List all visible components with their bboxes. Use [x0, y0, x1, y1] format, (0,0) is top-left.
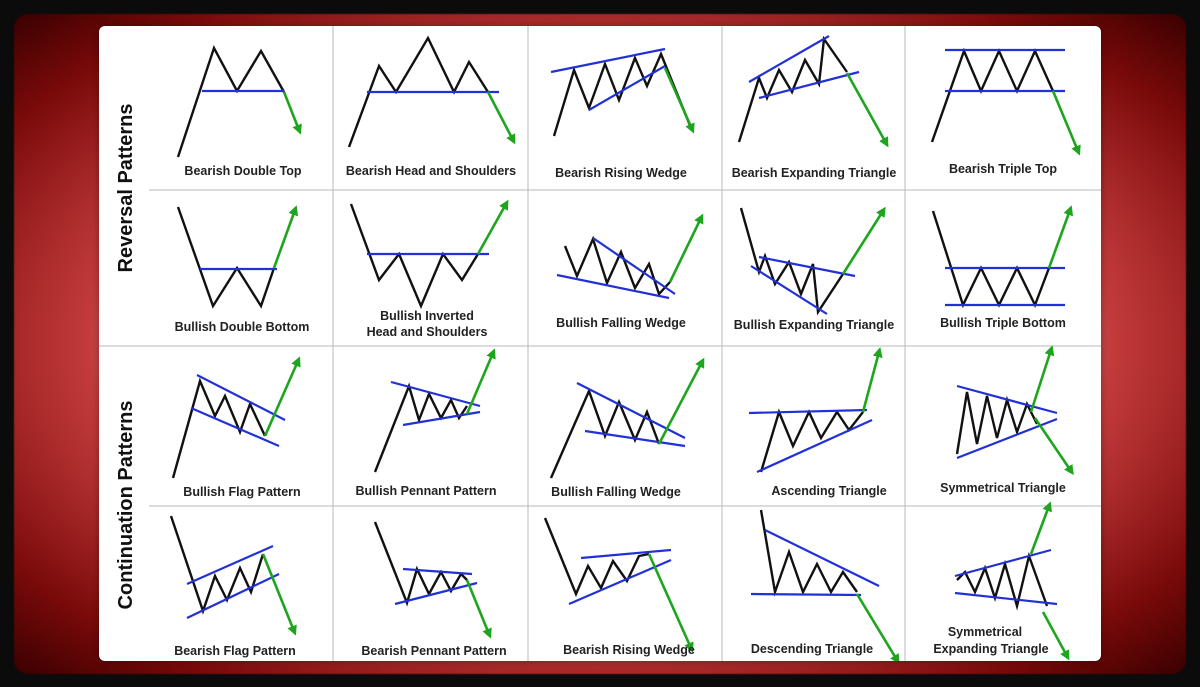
- pattern-caption-line2: Head and Shoulders: [367, 325, 488, 339]
- pattern-caption: Bearish Flag Pattern: [174, 644, 296, 658]
- pattern-caption: Bearish Expanding Triangle: [732, 166, 897, 180]
- pattern-caption: Bullish Pennant Pattern: [356, 484, 497, 498]
- pattern-caption: Bearish Head and Shoulders: [346, 164, 516, 178]
- chart-patterns-card: [99, 26, 1101, 661]
- pattern-ascending-triangle: Ascending Triangle: [748, 347, 887, 498]
- pattern-caption: Bearish Rising Wedge: [555, 166, 687, 180]
- pattern-bullish-flag: Bullish Flag Pattern: [171, 356, 301, 499]
- pattern-bullish-falling-wedge: Bullish Falling Wedge: [556, 213, 704, 330]
- grid: [99, 26, 1101, 661]
- pattern-caption: Bearish Triple Top: [949, 162, 1057, 176]
- pattern-caption-line2: Expanding Triangle: [933, 642, 1048, 656]
- pattern-caption: Bearish Rising Wedge: [563, 643, 695, 657]
- pattern-bullish-expanding-triangle: Bullish Expanding Triangle: [734, 206, 894, 332]
- pattern-bearish-rising-wedge: Bearish Rising Wedge: [550, 47, 695, 180]
- section-label-reversal: Reversal Patterns: [115, 104, 137, 273]
- pattern-bullish-triple-bottom: Bullish Triple Bottom: [931, 205, 1073, 330]
- pattern-caption: Ascending Triangle: [771, 484, 886, 498]
- pattern-bearish-expanding-triangle: Bearish Expanding Triangle: [732, 35, 897, 180]
- pattern-symmetrical-expanding-triangle: Symmetrical Expanding Triangle: [933, 501, 1070, 661]
- pattern-symmetrical-triangle: Symmetrical Triangle: [940, 345, 1074, 495]
- pattern-caption: Bullish Expanding Triangle: [734, 318, 894, 332]
- pattern-bearish-head-and-shoulders: Bearish Head and Shoulders: [346, 35, 516, 178]
- pattern-bullish-inverted-head-and-shoulders: Bullish Inverted Head and Shoulders: [349, 199, 509, 339]
- pattern-bearish-double-top: Bearish Double Top: [176, 44, 302, 178]
- pattern-caption: Descending Triangle: [751, 642, 873, 656]
- pattern-bearish-triple-top: Bearish Triple Top: [930, 47, 1081, 176]
- pattern-descending-triangle: Descending Triangle: [751, 509, 900, 661]
- pattern-caption: Bullish Flag Pattern: [183, 485, 300, 499]
- pattern-caption: Symmetrical Triangle: [940, 481, 1066, 495]
- pattern-caption: Bullish Falling Wedge: [556, 316, 686, 330]
- pattern-bearish-rising-wedge-continuation: Bearish Rising Wedge: [543, 517, 695, 657]
- pattern-caption: Bearish Double Top: [184, 164, 302, 178]
- pattern-caption: Bearish Pennant Pattern: [361, 644, 506, 658]
- pattern-caption: Bullish Triple Bottom: [940, 316, 1066, 330]
- pattern-caption: Bullish Falling Wedge: [551, 485, 681, 499]
- pattern-bullish-pennant: Bullish Pennant Pattern: [356, 348, 497, 498]
- pattern-bearish-pennant: Bearish Pennant Pattern: [361, 521, 507, 658]
- pattern-bullish-falling-wedge-continuation: Bullish Falling Wedge: [549, 357, 705, 499]
- pattern-caption: Bullish Inverted: [380, 309, 474, 323]
- pattern-caption: Bullish Double Bottom: [175, 320, 310, 334]
- pattern-bullish-double-bottom: Bullish Double Bottom: [175, 205, 310, 334]
- chart-patterns-diagram: Reversal Patterns Continuation Patterns …: [99, 26, 1101, 661]
- pattern-caption: Symmetrical: [948, 625, 1022, 639]
- section-label-continuation: Continuation Patterns: [115, 401, 137, 610]
- pattern-bearish-flag: Bearish Flag Pattern: [169, 515, 297, 658]
